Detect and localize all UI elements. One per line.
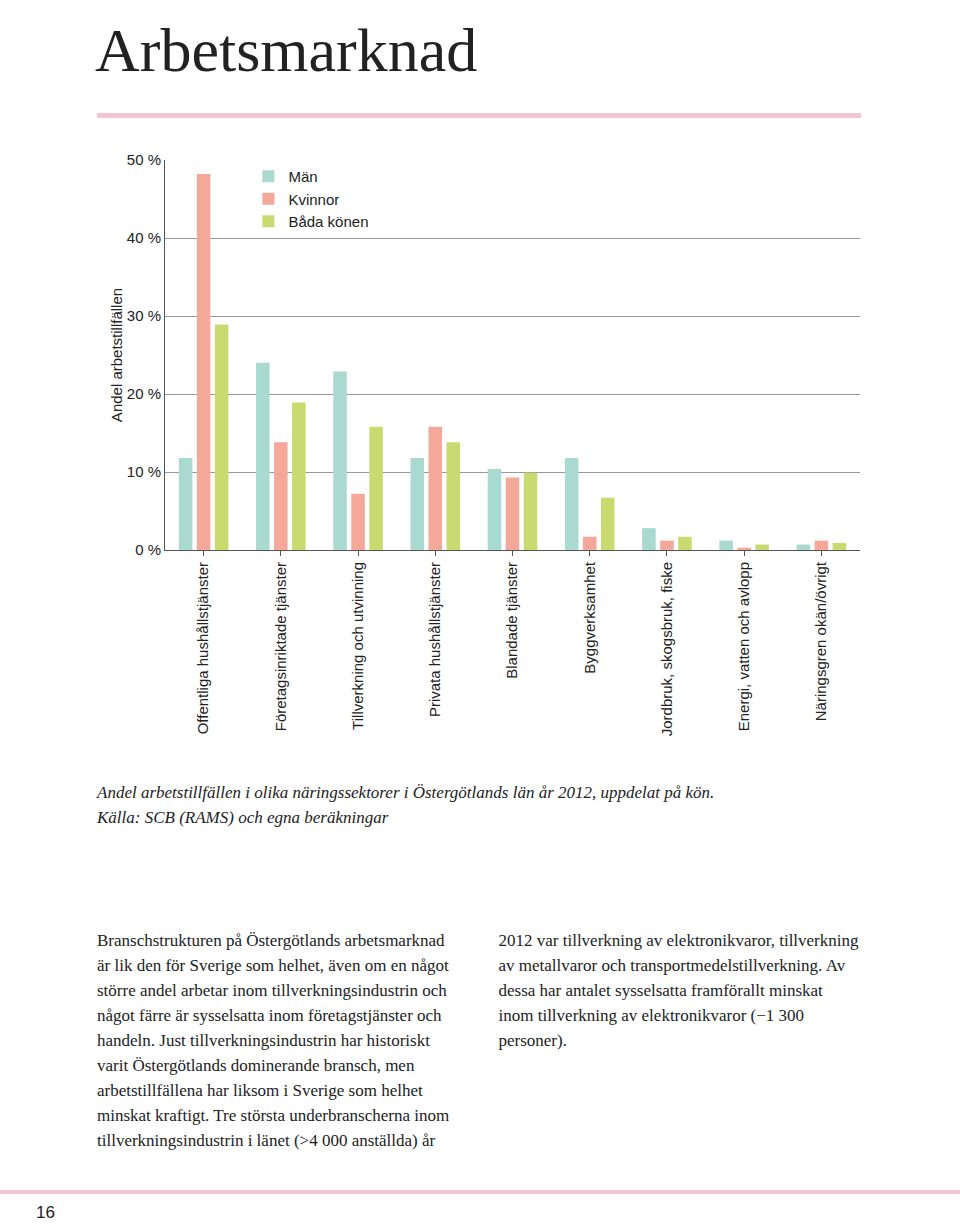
html-text:Arbetsmarknad: Arbetsmarknad [95,16,478,84]
svg-text:Andel arbetstillfällen: Andel arbetstillfällen [108,288,125,422]
svg-text:40 %: 40 % [127,229,161,246]
html-text:16: 16 [36,1203,55,1222]
svg-text:Män: Män [288,168,317,185]
svg-text:30 %: 30 % [127,307,161,324]
svg-text:Byggverksamhet: Byggverksamhet [581,561,598,674]
svg-text:Båda könen: Båda könen [288,213,368,230]
svg-text:Tillverkning och utvinning: Tillverkning och utvinning [349,562,366,730]
html-text:Andel arbetstillfällen i olika: Andel arbetstillfällen i olika näringsse… [97,783,715,802]
svg-text:20 %: 20 % [127,385,161,402]
svg-text:Kvinnor: Kvinnor [288,191,339,208]
html-text:Källa: SCB (RAMS) och egna ber: Källa: SCB (RAMS) och egna beräkningar [97,808,389,827]
svg-text:50 %: 50 % [127,151,161,168]
svg-text:Privata hushållstjänster: Privata hushållstjänster [426,562,443,717]
svg-text:Näringsgren okän/övrigt: Näringsgren okän/övrigt [812,561,829,721]
svg-text:10 %: 10 % [127,463,161,480]
svg-text:Offentliga hushållstjänster: Offentliga hushållstjänster [194,562,211,734]
svg-text:0 %: 0 % [135,541,161,558]
svg-text:Företagsinriktade tjänster: Företagsinriktade tjänster [272,562,289,731]
svg-text:Jordbruk, skogsbruk, fiske: Jordbruk, skogsbruk, fiske [658,562,675,736]
svg-text:Energi, vatten och avlopp: Energi, vatten och avlopp [735,562,752,731]
svg-text:Blandade tjänster: Blandade tjänster [503,562,520,679]
html-text:Branschstrukturen på Östergötl: Branschstrukturen på Östergötlands arbet… [97,931,859,1150]
